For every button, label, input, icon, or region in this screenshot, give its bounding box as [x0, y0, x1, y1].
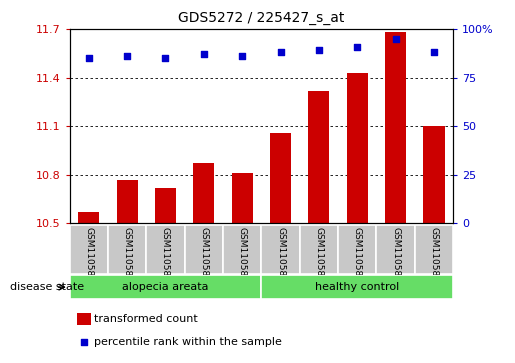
Bar: [261, 275, 453, 299]
Bar: [300, 225, 338, 274]
Text: healthy control: healthy control: [315, 282, 400, 292]
Text: GSM1105870: GSM1105870: [123, 227, 131, 287]
Point: [161, 55, 169, 61]
Text: GSM1105877: GSM1105877: [391, 227, 400, 287]
Bar: [423, 126, 444, 223]
Bar: [70, 275, 261, 299]
Text: GSM1105872: GSM1105872: [199, 227, 208, 287]
Text: GSM1105871: GSM1105871: [161, 227, 170, 287]
Point: [315, 48, 323, 53]
Text: GSM1105873: GSM1105873: [238, 227, 247, 287]
Point: [80, 339, 88, 344]
Bar: [376, 225, 415, 274]
Bar: [184, 225, 223, 274]
Bar: [415, 225, 453, 274]
Point: [84, 55, 93, 61]
Point: [353, 44, 362, 49]
Bar: [385, 32, 406, 223]
Bar: [193, 163, 214, 223]
Title: GDS5272 / 225427_s_at: GDS5272 / 225427_s_at: [178, 11, 345, 25]
Bar: [116, 180, 138, 223]
Text: GSM1105875: GSM1105875: [315, 227, 323, 287]
Bar: [347, 73, 368, 223]
Text: disease state: disease state: [10, 282, 84, 292]
Point: [277, 49, 285, 55]
Bar: [261, 225, 300, 274]
Point: [430, 49, 438, 55]
Text: percentile rank within the sample: percentile rank within the sample: [94, 337, 282, 347]
Bar: [232, 173, 253, 223]
Point: [238, 53, 246, 59]
Bar: [78, 212, 99, 223]
Bar: [77, 313, 91, 325]
Point: [123, 53, 131, 59]
Text: transformed count: transformed count: [94, 314, 198, 324]
Point: [200, 52, 208, 57]
Text: GSM1105869: GSM1105869: [84, 227, 93, 287]
Bar: [308, 90, 330, 223]
Point: [391, 36, 400, 42]
Text: alopecia areata: alopecia areata: [122, 282, 209, 292]
Text: GSM1105878: GSM1105878: [430, 227, 438, 287]
Text: GSM1105876: GSM1105876: [353, 227, 362, 287]
Bar: [70, 225, 108, 274]
Bar: [146, 225, 184, 274]
Bar: [270, 132, 291, 223]
Bar: [338, 225, 376, 274]
Bar: [108, 225, 146, 274]
Text: GSM1105874: GSM1105874: [276, 227, 285, 287]
Bar: [155, 188, 176, 223]
Bar: [223, 225, 261, 274]
